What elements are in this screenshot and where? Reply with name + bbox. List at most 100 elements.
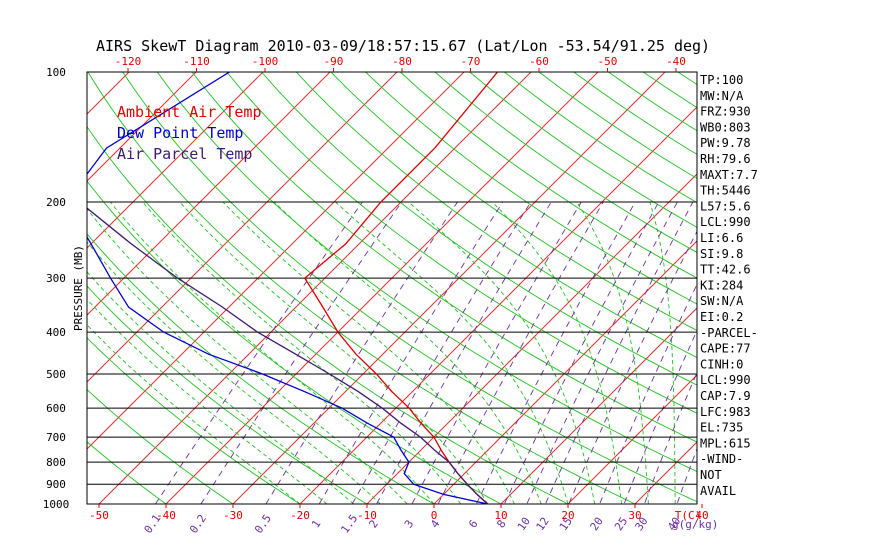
moist-adiabat-line [87,324,301,504]
dry-adiabat-line [434,72,697,253]
top-temp-tick-label: -110 [183,55,210,68]
chart-title: AIRS SkewT Diagram 2010-03-09/18:57:15.6… [96,37,710,55]
moist-adiabat-line [110,201,435,504]
top-temp-tick-label: -90 [324,55,344,68]
mixing-ratio-line [351,201,532,504]
mixing-ratio-line [568,230,697,504]
isotherm-line [299,106,697,504]
moist-adiabat-line [179,201,488,504]
isotherm-line [87,72,197,182]
mixing-ratio-label: 12 [534,515,552,533]
dry-adiabat-line [87,441,167,504]
top-temp-tick-label: -80 [392,55,412,68]
pressure-tick-label: 500 [46,368,66,381]
moist-adiabat-line [87,208,408,504]
mixing-ratio-line [265,201,458,504]
dry-adiabat-line [87,233,435,504]
isotherm-line [760,52,870,513]
pressure-tick-label: 600 [46,402,66,415]
legend-entry: Ambient Air Temp [117,103,262,121]
plot-frame [86,71,698,505]
isotherm-line [433,240,697,504]
index-readout: AVAIL [700,484,736,498]
index-readout: KI:284 [700,278,743,292]
bottom-temp-tick-label: 40 [695,509,708,522]
index-readout: WB0:803 [700,120,751,134]
index-readout: LCL:990 [700,215,751,229]
dry-adiabat-line [191,72,697,443]
moist-adiabat-line [87,241,381,504]
dry-adiabat-line [122,72,697,503]
pressure-tick-label: 800 [46,456,66,469]
dry-adiabat-line [87,72,637,504]
dry-adiabat-line [295,72,697,358]
isotherm-line [0,52,82,513]
mixing-ratio-label: 15 [557,515,575,533]
isotherm-line [366,173,697,504]
moist-adiabat-line [142,201,462,504]
pressure-tick-label: 100 [46,66,66,79]
mixing-ratio-line [526,201,678,504]
mixing-ratio-label: 30 [632,515,650,533]
bottom-temp-tick-label: -30 [223,509,243,522]
isotherm-line [87,72,331,316]
mixing-ratio-label: 25 [612,515,630,533]
mixing-ratio-label: 0.2 [187,512,209,536]
bottom-temp-tick-label: -10 [357,509,377,522]
dry-adiabat-line [538,72,697,179]
mixing-ratio-line [643,371,697,504]
index-readout: TP:100 [700,73,743,87]
dry-adiabat-line [260,72,697,386]
index-readout: CINH:0 [700,357,743,371]
isotherm-line [567,374,697,504]
dry-adiabat-line [87,285,368,504]
pressure-tick-label: 1000 [43,498,70,511]
index-readout: -PARCEL- [700,326,758,340]
mixing-ratio-label: 6 [466,518,480,531]
index-readout: NOT [700,468,722,482]
index-readout: LCL:990 [700,373,751,387]
mixing-ratio-axis-label: g(g/kg) [672,518,718,531]
index-readout: EL:735 [700,421,743,435]
isotherm-line [165,72,599,504]
index-readout: SW:N/A [700,294,744,308]
dry-adiabat-line [156,72,697,473]
index-readout: -WIND- [700,452,743,466]
index-readout: TH:5446 [700,184,751,198]
dry-adiabat-line [364,72,697,305]
index-readout: MW:N/A [700,89,744,103]
mixing-ratio-line [475,201,636,504]
bottom-temp-tick-label: 10 [494,509,507,522]
isotherm-line [0,52,15,513]
legend-entry: Dew Point Temp [117,124,243,142]
moist-adiabat-line [576,201,649,504]
index-readout: CAP:7.9 [700,389,751,403]
index-readout: L57:5.6 [700,199,751,213]
bottom-temp-tick-label: -50 [89,509,109,522]
mixing-ratio-label: 0.5 [252,512,274,536]
index-readout: SI:9.8 [700,247,743,261]
dry-adiabat-line [330,72,697,331]
index-readout: PW:9.78 [700,136,751,150]
dry-adiabat-line [87,389,234,504]
mixing-ratio-label: 10 [515,515,533,533]
index-readout: RH:79.6 [700,152,751,166]
pressure-tick-label: 900 [46,478,66,491]
mixing-ratio-line [154,201,363,504]
top-temp-tick-label: -60 [529,55,549,68]
index-readout: EI:0.2 [700,310,743,324]
index-readout: FRZ:930 [700,105,751,119]
index-readout: LFC:983 [700,405,751,419]
top-temp-tick-label: -100 [252,55,279,68]
top-temp-tick-label: -120 [115,55,142,68]
mixing-ratio-line [623,329,697,504]
dry-adiabat-line [399,72,697,279]
bottom-temp-tick-label: 0 [431,509,438,522]
isotherm-line [87,72,398,383]
legend-entry: Air Parcel Temp [117,145,252,163]
dry-adiabat-line [87,180,502,504]
index-readout: CAPE:77 [700,342,751,356]
bottom-temp-tick-label: -40 [156,509,176,522]
top-temp-tick-label: -40 [666,55,686,68]
